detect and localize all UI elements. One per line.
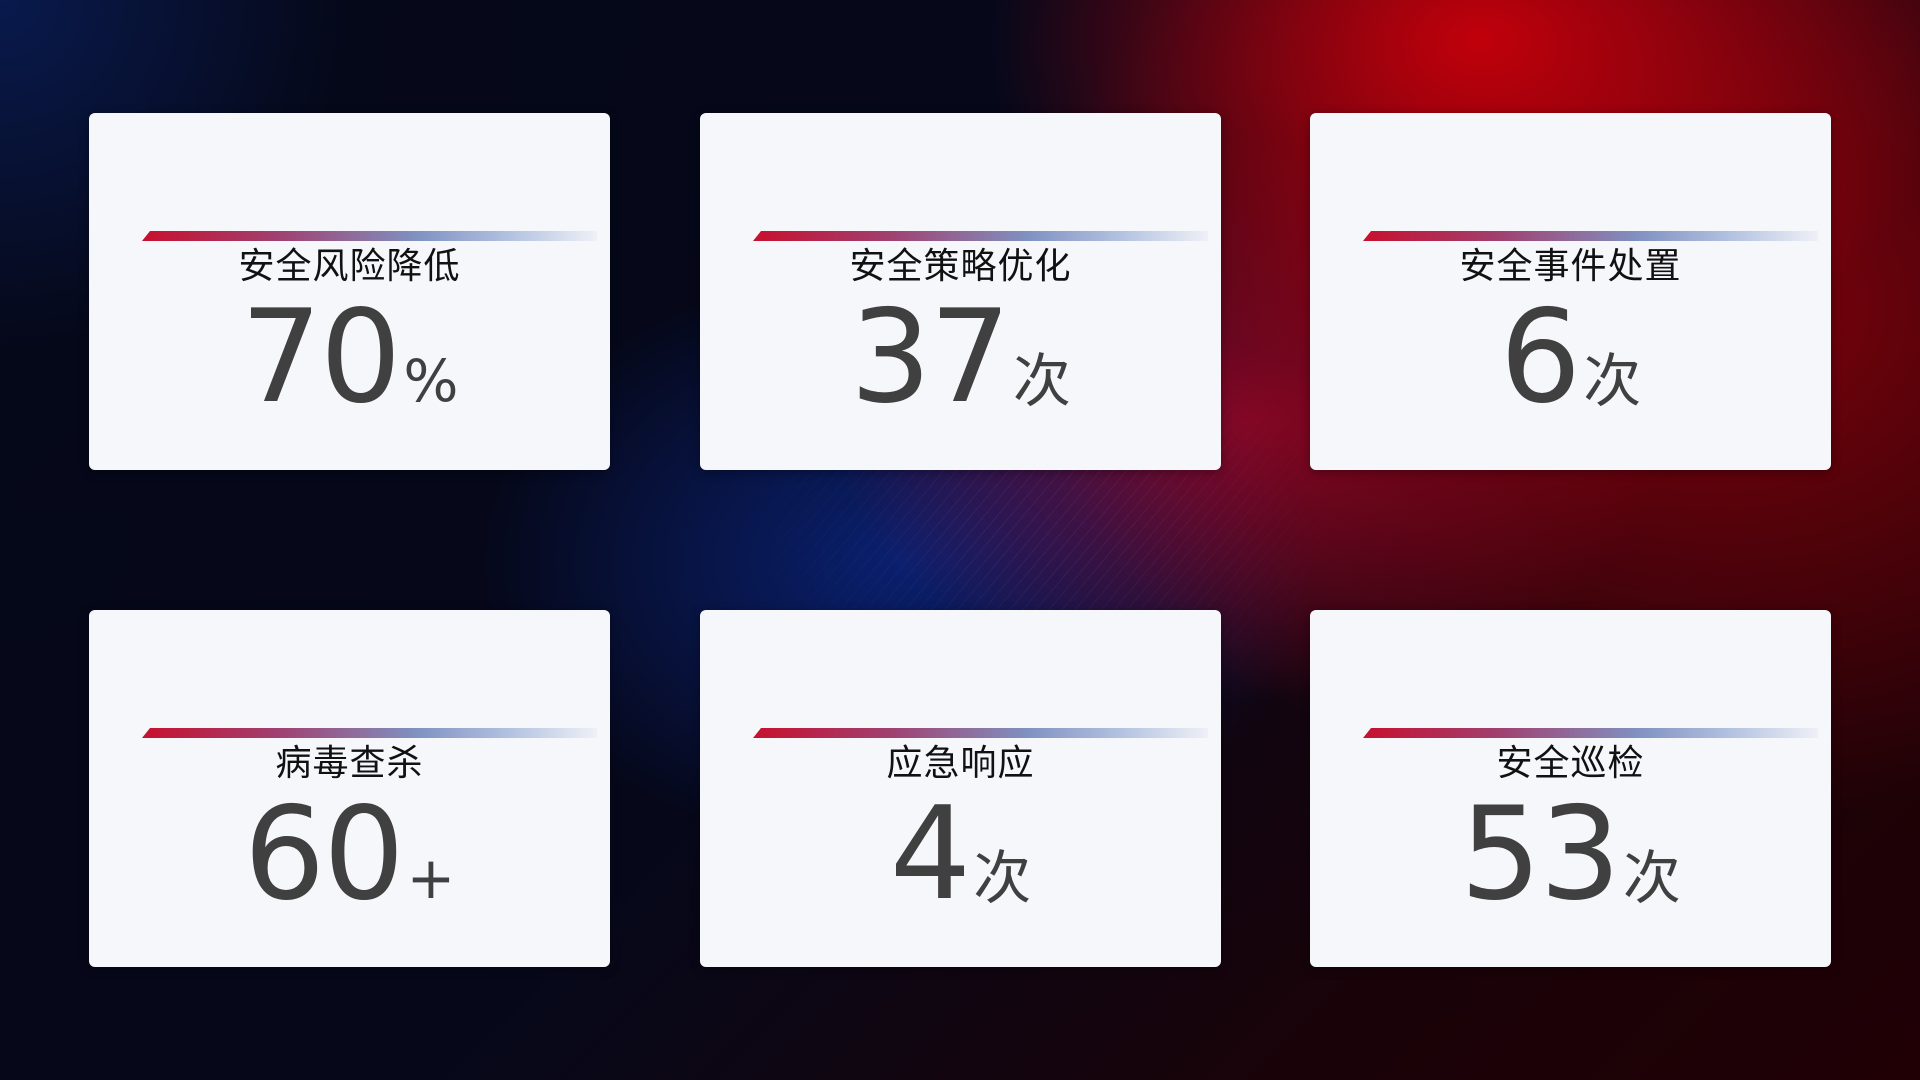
value-unit: 次	[1583, 347, 1642, 415]
card-value: 6次	[1310, 283, 1831, 432]
card-title: 安全策略优化	[849, 246, 1072, 287]
value-unit: %	[403, 347, 459, 415]
value-number: 60	[243, 780, 405, 929]
value-unit: 次	[1622, 844, 1681, 912]
card-title: 安全巡检	[1496, 743, 1645, 784]
value-number: 4	[889, 780, 971, 929]
stat-card-security-inspection: 安全巡检 53次	[1310, 610, 1831, 967]
card-title: 应急响应	[886, 743, 1035, 784]
stat-card-incident-handling: 安全事件处置 6次	[1310, 113, 1831, 470]
card-title: 安全事件处置	[1459, 246, 1682, 287]
card-title: 安全风险降低	[238, 246, 461, 287]
divider-bar	[1363, 728, 1818, 738]
divider-bar	[142, 231, 597, 241]
stat-card-virus-removal: 病毒查杀 60+	[89, 610, 610, 967]
value-number: 70	[240, 283, 402, 432]
stat-card-risk-reduction: 安全风险降低 70%	[89, 113, 610, 470]
value-unit: 次	[1012, 347, 1071, 415]
value-number: 6	[1499, 283, 1581, 432]
divider-bar	[142, 728, 597, 738]
value-unit: +	[406, 844, 456, 912]
value-number: 53	[1460, 780, 1621, 929]
divider-bar	[753, 728, 1208, 738]
card-value: 4次	[700, 780, 1221, 929]
card-value: 60+	[89, 780, 610, 929]
card-value: 53次	[1310, 780, 1831, 929]
card-value: 70%	[89, 283, 610, 432]
card-value: 37次	[700, 283, 1221, 432]
card-title: 病毒查杀	[275, 743, 424, 784]
stat-card-emergency-response: 应急响应 4次	[700, 610, 1221, 967]
divider-bar	[1363, 231, 1818, 241]
divider-bar	[753, 231, 1208, 241]
value-number: 37	[850, 283, 1011, 432]
stat-card-policy-optimization: 安全策略优化 37次	[700, 113, 1221, 470]
value-unit: 次	[973, 844, 1032, 912]
